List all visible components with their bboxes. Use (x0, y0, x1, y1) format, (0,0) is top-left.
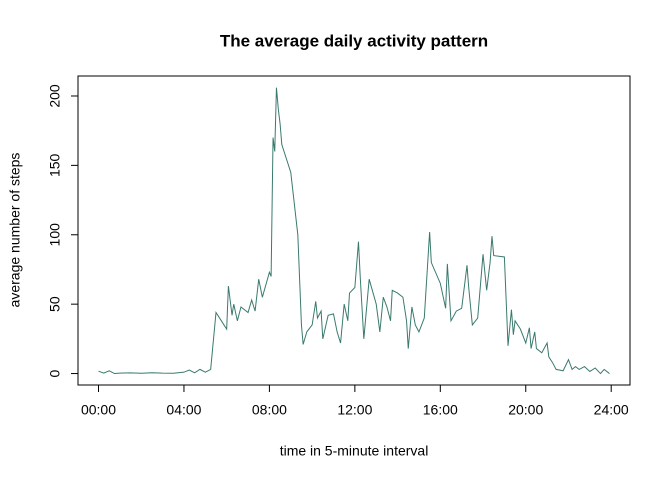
x-tick-label: 08:00 (252, 402, 287, 418)
x-tick-label: 04:00 (166, 402, 201, 418)
x-axis-label: time in 5-minute interval (280, 443, 429, 459)
x-tick-label: 20:00 (508, 402, 543, 418)
chart-title: The average daily activity pattern (220, 31, 488, 50)
y-tick-label: 150 (47, 153, 63, 177)
y-tick-label: 0 (47, 369, 63, 377)
data-line (98, 87, 610, 375)
y-axis-label: average number of steps (7, 153, 23, 308)
plot-box (77, 75, 631, 386)
x-tick-label: 24:00 (594, 402, 629, 418)
y-tick-label: 50 (47, 296, 63, 312)
x-tick-label: 12:00 (337, 402, 372, 418)
x-tick-label: 00:00 (81, 402, 116, 418)
y-tick-label: 200 (47, 84, 63, 108)
x-tick-label: 16:00 (423, 402, 458, 418)
y-tick-label: 100 (47, 223, 63, 247)
